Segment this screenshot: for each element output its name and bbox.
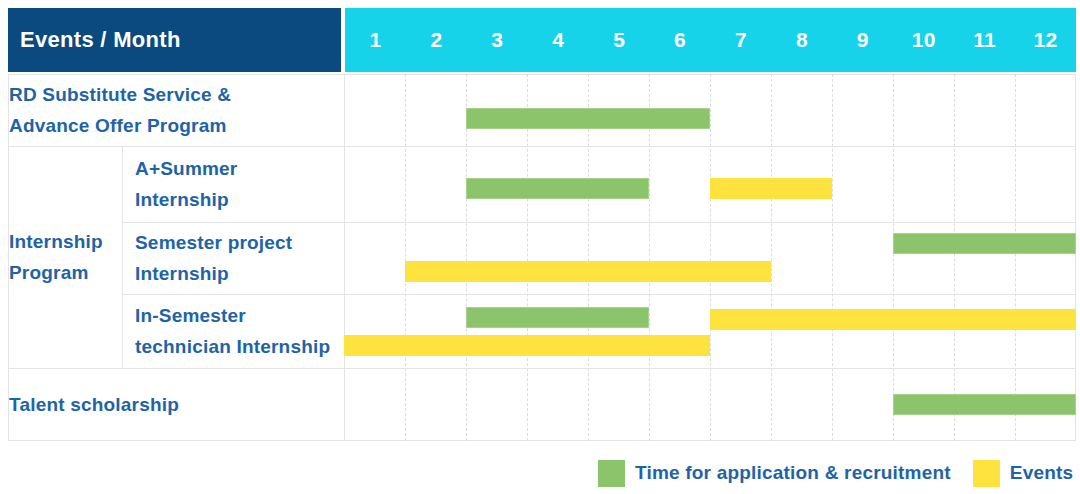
month-header-row: 123456789101112	[345, 8, 1076, 72]
row-label-line: RD Substitute Service &	[9, 79, 340, 110]
gantt-chart: Events / Month 123456789101112 Internshi…	[0, 0, 1080, 494]
event-bar	[710, 309, 1076, 330]
month-header-cell: 11	[954, 8, 1015, 72]
row-label-line: Internship	[135, 258, 340, 289]
month-gridline	[832, 74, 833, 441]
month-header-cell: 6	[650, 8, 711, 72]
month-header-cell: 1	[345, 8, 406, 72]
month-gridline	[771, 74, 772, 441]
row-label: In-Semestertechnician Internship	[135, 294, 340, 368]
application-legend-label: Time for application & recruitment	[635, 462, 951, 484]
application-legend-swatch	[598, 460, 625, 487]
month-header-cell: 8	[771, 8, 832, 72]
month-gridline	[1015, 74, 1016, 441]
corner-header: Events / Month	[8, 8, 341, 72]
month-header-cell: 12	[1015, 8, 1076, 72]
application-bar	[893, 394, 1076, 415]
month-gridline	[466, 74, 467, 441]
column-divider	[122, 146, 123, 368]
month-gridline	[588, 74, 589, 441]
month-header-cell: 9	[832, 8, 893, 72]
month-header-cell: 2	[406, 8, 467, 72]
row-label-line: A+Summer	[135, 153, 340, 184]
legend: Time for application & recruitment Event…	[598, 458, 1073, 488]
event-bar	[344, 335, 710, 356]
month-gridline	[649, 74, 650, 441]
row-label: A+SummerInternship	[135, 146, 340, 222]
month-gridline	[527, 74, 528, 441]
group-label-line: Program	[9, 257, 120, 288]
application-bar	[466, 307, 649, 328]
row-label-line: Semester project	[135, 227, 340, 258]
application-bar	[466, 108, 710, 129]
month-header-cell: 10	[893, 8, 954, 72]
row-label: Semester projectInternship	[135, 222, 340, 294]
application-bar	[893, 233, 1076, 254]
column-divider	[344, 74, 345, 441]
group-label-line: Internship	[9, 226, 120, 257]
corner-header-label: Events / Month	[8, 27, 181, 53]
month-gridline	[405, 74, 406, 441]
month-gridline	[954, 74, 955, 441]
event-legend-label: Events	[1010, 462, 1074, 484]
month-header-cell: 5	[589, 8, 650, 72]
row-label-line: In-Semester	[135, 300, 340, 331]
month-header-cell: 4	[528, 8, 589, 72]
row-label-line: Talent scholarship	[9, 389, 340, 420]
group-label: InternshipProgram	[9, 146, 120, 368]
month-header-cell: 7	[711, 8, 772, 72]
application-bar	[466, 178, 649, 199]
row-label: RD Substitute Service &Advance Offer Pro…	[9, 74, 340, 146]
row-label-line: technician Internship	[135, 331, 340, 362]
event-bar	[405, 261, 771, 282]
row-label: Talent scholarship	[9, 368, 340, 441]
row-label-line: Internship	[135, 184, 340, 215]
row-label-line: Advance Offer Program	[9, 110, 340, 141]
event-bar	[710, 178, 832, 199]
month-header-cell: 3	[467, 8, 528, 72]
month-gridline	[710, 74, 711, 441]
month-gridline	[893, 74, 894, 441]
event-legend-swatch	[973, 460, 1000, 487]
